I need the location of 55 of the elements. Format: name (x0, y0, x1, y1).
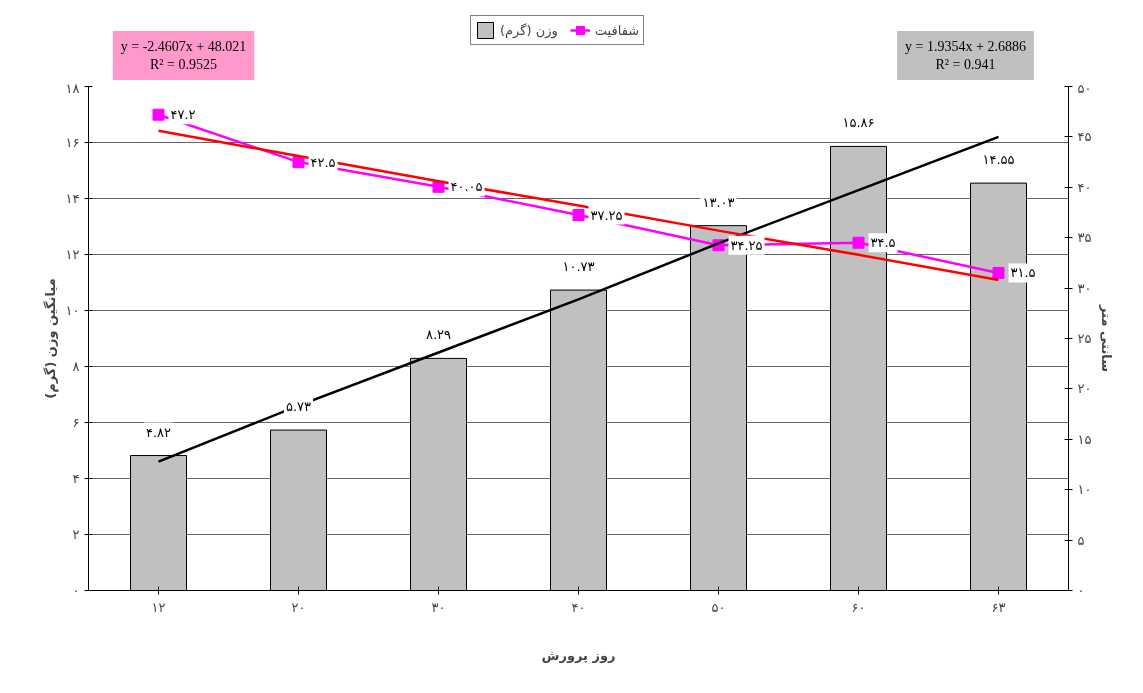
data-label: ۱۳.۰۳ (702, 194, 735, 210)
data-label: ۴۰.۰۵ (450, 179, 483, 195)
y2-tick-label: ۲۵ (1077, 331, 1092, 346)
data-label: ۳۴.۲۵ (730, 237, 763, 253)
x-axis-title: روز پرورش (541, 647, 616, 663)
text: R² = 0.9525 (150, 57, 217, 72)
x-tick-label: ۵۰ (711, 599, 726, 615)
y2-tick-label: ۵۰ (1077, 80, 1092, 96)
y-tick-label: ۶ (72, 415, 80, 430)
data-label: ۱۴.۵۵ (982, 152, 1015, 168)
y2-tick-label: ۳۵ (1077, 230, 1092, 246)
data-label: ۴.۸۲ (145, 424, 172, 440)
y2-tick-label: ۴۵ (1077, 129, 1092, 145)
y-tick-label: ۱۸ (65, 80, 80, 96)
y2-tick-label: ۵ (1077, 532, 1085, 548)
x-tick-label: ۶۰ (851, 599, 866, 615)
data-label: ۴۷.۲ (170, 107, 196, 123)
y2-tick-label: ۳۰ (1077, 280, 1092, 296)
legend-label: وزن (گرم) (500, 22, 558, 38)
point (292, 156, 305, 169)
y-tick-label: ۱۰ (65, 303, 80, 318)
y2-tick-label: ۰ (1077, 583, 1085, 598)
point (572, 209, 585, 222)
y-tick-label: ۸ (72, 359, 80, 374)
point (852, 236, 865, 249)
data-label: ۸.۲۹ (425, 327, 452, 343)
y2-tick-label: ۴۰ (1077, 179, 1092, 195)
data-label: ۱۰.۷۳ (562, 259, 595, 275)
x-tick-label: ۴۰ (571, 599, 586, 615)
y-tick-label: ۴ (72, 471, 80, 486)
x-tick-label: ۶۳ (991, 599, 1006, 615)
y-tick-label: ۱۴ (65, 191, 80, 206)
text: y = 1.9354x + 2.6886 (905, 39, 1026, 54)
y-axis-title: میانگین وزن (گرم) (42, 278, 59, 399)
text: R² = 0.941 (935, 57, 996, 72)
y-tick-label: ۲ (72, 527, 80, 542)
legend-label: شفافیت (594, 22, 640, 38)
x-tick-label: ۱۲ (151, 599, 166, 615)
point (992, 266, 1005, 279)
data-label: ۱۵.۸۶ (842, 115, 875, 131)
y-tick-label: ۱۲ (65, 247, 80, 262)
y2-tick-label: ۲۰ (1077, 381, 1092, 397)
y2-tick-label: ۱۰ (1077, 482, 1092, 498)
y-tick-label: ۱۶ (65, 135, 80, 150)
y2-axis-title: سانتی متر (1099, 304, 1115, 372)
text: y = -2.4607x + 48.021 (120, 39, 247, 54)
y2-tick-label: ۱۵ (1077, 431, 1092, 447)
x-tick-label: ۳۰ (431, 599, 446, 615)
point (152, 108, 165, 121)
x-tick-label: ۲۰ (291, 599, 306, 615)
data-label: ۳۱.۵ (1010, 265, 1036, 281)
y-tick-label: ۰ (72, 583, 80, 598)
data-label: ۴۲.۵ (310, 154, 336, 170)
data-label: ۳۷.۲۵ (590, 207, 623, 223)
data-label: ۳۴.۵ (870, 235, 896, 251)
